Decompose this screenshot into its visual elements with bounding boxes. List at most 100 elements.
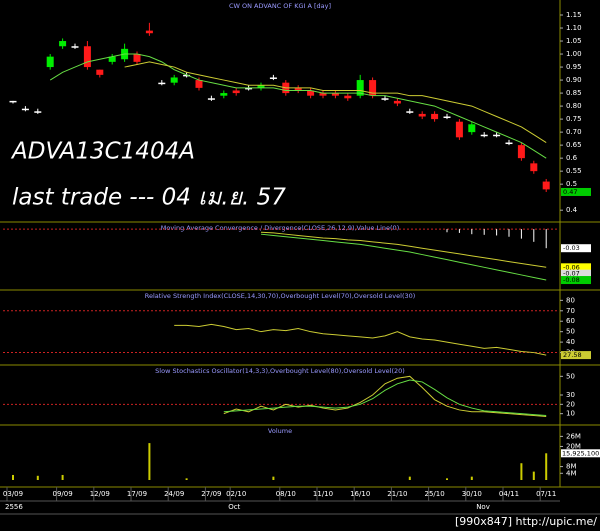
y-tick-label: 70 [566,307,575,315]
y-tick-label: 4M [566,469,577,477]
volume-bar [545,453,548,480]
y-tick-label: 30 [566,391,575,399]
y-tick-label: 50 [566,372,575,380]
x-tick-label: 21/10 [387,490,407,498]
candle-body [393,100,401,104]
y-tick-label: 20M [566,442,581,450]
candle-body [145,30,153,34]
last-value-box [561,269,591,278]
last-value-label: -0.07 [563,270,580,278]
series-line [260,231,547,268]
x-tick-label: 27/09 [201,490,221,498]
volume-bar [36,475,39,480]
x-tick-label: 07/11 [536,490,556,498]
candle-body [183,74,191,77]
x-tick-label: 03/09 [3,490,23,498]
candle-body [21,108,29,111]
panel-title: CW ON ADVANC OF KGI A [day] [229,2,331,10]
candle-body [530,163,538,172]
candle-body [381,98,389,100]
y-tick-label: 20 [566,400,575,408]
volume-bar [470,476,473,480]
y-tick-label: 0.55 [566,167,582,175]
y-tick-label: 60 [566,317,575,325]
candle-body [158,82,166,85]
x-tick-label: 09/09 [53,490,73,498]
series-line [223,379,547,417]
candle-body [493,134,501,137]
series-line [260,233,547,281]
candle-body [207,98,215,100]
y-tick-label: 1.05 [566,37,582,45]
series-line [49,53,547,159]
y-tick-label: 0.70 [566,128,582,136]
candle-body [96,69,104,75]
panel-title: Moving Average Convergence / Divergence(… [161,224,399,232]
candle-body [83,46,91,68]
candle-body [418,113,426,117]
candle-body [195,80,203,88]
candle-body [480,134,488,137]
panel-title: Slow Stochastics Oscillator(14,3,3),Over… [155,367,405,375]
candle-body [269,77,277,79]
candle-body [34,111,42,113]
annotation: last trade --- 04 เม.ย. 57 [12,185,286,211]
x-tick-label: 16/10 [350,490,370,498]
candle-body [71,46,79,48]
candle-body [59,41,67,47]
last-value-label: 0.47 [563,188,577,196]
y-tick-label: 0.75 [566,115,582,123]
candle-body [505,142,513,145]
value-label-box [561,449,600,458]
last-value-box [561,351,591,360]
candle-body [468,124,476,133]
candle-body [517,145,525,159]
period-label: Oct [228,503,240,511]
period-label: 2556 [5,503,23,511]
x-tick-label: 08/10 [276,490,296,498]
candle-body [319,93,327,96]
last-value-label: 27.58 [563,351,582,359]
y-tick-label: 0.5 [566,180,577,188]
footer: [990x847] http://upic.me/ [455,515,597,528]
x-tick-label: 30/10 [462,490,482,498]
candle-body [257,85,265,88]
volume-bar [272,476,275,480]
volume-bar [12,474,14,480]
volume-bar [185,478,188,480]
candle-body [356,80,364,96]
volume-bar [408,476,411,480]
y-tick-label: 1.00 [566,50,582,58]
last-value-label: -0.08 [563,276,580,284]
y-tick-label: 80 [566,296,575,304]
candle-body [307,90,315,96]
volume-bar [61,474,64,480]
candle-body [170,77,178,83]
panel-title: Volume [268,427,292,435]
candle-body [294,87,302,91]
candle-body [9,100,17,103]
x-tick-label: 25/10 [425,490,445,498]
y-tick-label: 0.6 [566,154,578,162]
panel-title: Relative Strength Index(CLOSE,14,30,70),… [145,292,416,300]
volume-bar [520,463,523,480]
y-tick-label: 1.10 [566,24,582,32]
candle-body [431,113,439,120]
series-line [174,323,547,356]
candle-body [344,95,352,99]
x-tick-label: 04/11 [499,490,519,498]
candle-body [542,181,550,190]
y-tick-label: 0.65 [566,141,582,149]
candle-body [369,80,377,96]
last-value-box [561,187,591,196]
last-value-label: -0.03 [563,244,580,252]
candle-body [133,54,141,62]
y-tick-label: 0.90 [566,76,582,84]
last-value-box [561,263,591,272]
candle-body [108,56,116,62]
x-tick-label: 02/10 [226,490,246,498]
annotation: ADVA13C1404A [10,139,195,165]
y-tick-label: 0.85 [566,89,582,97]
